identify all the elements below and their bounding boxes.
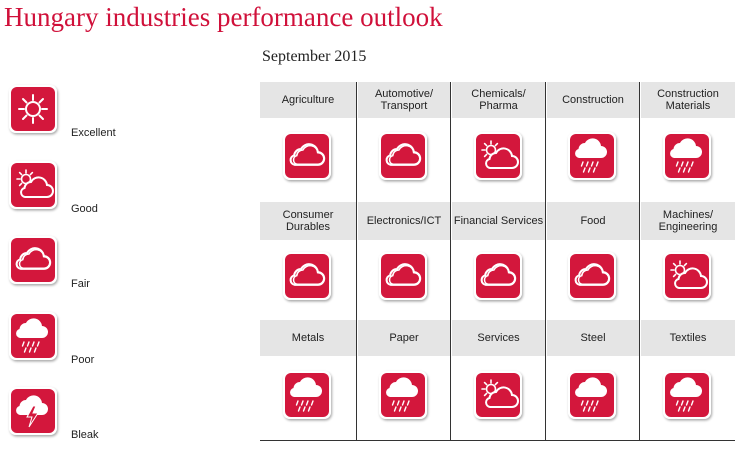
industry-name: Food <box>547 202 639 240</box>
subtitle: September 2015 <box>262 48 367 65</box>
weather-icon <box>6 384 62 440</box>
weather-icon <box>6 82 62 138</box>
weather-icon <box>471 368 527 424</box>
legend-label: Poor <box>71 353 95 366</box>
icon-graphic <box>6 309 62 365</box>
industry-name: Paper <box>358 320 450 356</box>
industry-name: Construction <box>547 82 639 118</box>
weather-icon <box>376 129 432 185</box>
icon-graphic <box>6 233 62 289</box>
icon-graphic <box>471 368 527 424</box>
column-divider <box>639 82 640 440</box>
icon-graphic <box>280 368 336 424</box>
weather-icon <box>565 129 621 185</box>
weather-icon <box>471 249 527 305</box>
industry-name: Agriculture <box>260 82 356 118</box>
icon-graphic <box>565 368 621 424</box>
industry-name: Consumer Durables <box>260 202 356 240</box>
weather-icon <box>565 368 621 424</box>
icon-graphic <box>660 249 716 305</box>
weather-icon <box>6 233 62 289</box>
weather-icon <box>6 309 62 365</box>
icon-graphic <box>660 368 716 424</box>
icon-graphic <box>565 129 621 185</box>
legend-label: Bleak <box>71 429 99 441</box>
column-divider <box>450 82 451 440</box>
weather-icon <box>471 129 527 185</box>
icon-graphic <box>6 384 62 440</box>
weather-icon <box>660 249 716 305</box>
industry-name: Electronics/ICT <box>358 202 450 240</box>
weather-icon <box>376 249 432 305</box>
industry-name: Machines/ Engineering <box>641 202 735 240</box>
icon-graphic <box>565 249 621 305</box>
bottom-rule <box>260 440 735 441</box>
weather-icon <box>280 129 336 185</box>
icon-graphic <box>376 129 432 185</box>
weather-icon <box>660 129 716 185</box>
icon-graphic <box>6 158 62 214</box>
industry-name: Chemicals/ Pharma <box>452 82 545 118</box>
icon-graphic <box>471 129 527 185</box>
icon-graphic <box>376 249 432 305</box>
legend-label: Excellent <box>71 127 116 139</box>
weather-icon <box>565 249 621 305</box>
icon-graphic <box>660 129 716 185</box>
industry-name: Metals <box>260 320 356 356</box>
industry-name: Steel <box>547 320 639 356</box>
industry-name: Services <box>452 320 545 356</box>
icon-graphic <box>280 129 336 185</box>
icon-graphic <box>6 82 62 138</box>
icon-graphic <box>471 249 527 305</box>
icon-graphic <box>280 249 336 305</box>
industry-name: Construction Materials <box>641 82 735 118</box>
legend-label: Fair <box>71 278 90 290</box>
legend-label: Good <box>71 202 98 215</box>
weather-icon <box>660 368 716 424</box>
industry-name: Financial Services <box>452 202 545 240</box>
icon-graphic <box>376 368 432 424</box>
weather-icon <box>376 368 432 424</box>
column-divider <box>356 82 357 440</box>
industry-name: Textiles <box>641 320 735 356</box>
weather-icon <box>280 368 336 424</box>
weather-icon <box>280 249 336 305</box>
weather-icon <box>6 158 62 214</box>
title: Hungary industries performance outlook <box>4 2 443 32</box>
column-divider <box>545 82 546 440</box>
industry-name: Automotive/ Transport <box>358 82 450 118</box>
